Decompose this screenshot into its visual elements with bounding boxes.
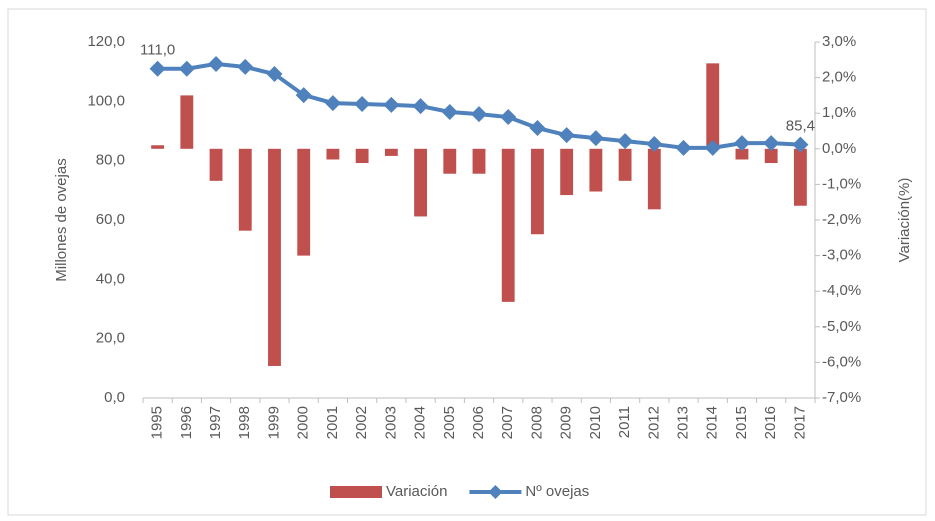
y-tick-label: 80,0 [96,152,125,169]
bar [472,148,486,174]
y2-tick-label: -2,0% [822,211,861,228]
y2-axis-label: Variación(%) [896,178,913,263]
x-tick-label: 2011 [616,406,633,438]
y2-tick-label: -4,0% [822,282,861,299]
x-tick-label: 2004 [412,406,429,439]
legend-label: Nº ovejas [525,483,589,500]
x-tick-label: 2003 [382,406,399,439]
marker [178,60,195,77]
y2-tick-label: -1,0% [822,175,861,192]
x-tick-label: 2002 [353,406,370,439]
marker [149,60,166,77]
marker [558,127,575,144]
chart-frame [7,8,927,516]
x-tick-label: 2006 [470,406,487,439]
x-tick-label: 1998 [236,406,253,439]
marker [617,133,634,150]
marker [295,87,312,104]
marker [441,104,458,121]
legend-marker [488,485,503,499]
marker [646,136,663,153]
bar [414,148,427,217]
x-tick-label: 1999 [265,406,282,439]
bar [501,148,515,302]
x-tick-label: 2010 [587,406,604,439]
x-tick-label: 2015 [733,406,750,439]
marker [587,130,604,147]
marker [733,135,750,152]
bar [326,148,340,160]
y2-tick-label: 1,0% [822,104,856,121]
y-tick-label: 40,0 [96,270,125,287]
x-tick-label: 2013 [674,406,691,439]
y-tick-label: 100,0 [87,92,125,109]
bar [560,148,574,196]
bar [735,148,749,160]
marker [792,136,809,153]
bar [209,148,223,181]
marker [529,120,546,137]
bar [531,148,544,235]
x-tick-label: 2017 [791,406,808,439]
bar [706,63,720,149]
bar [268,148,281,366]
x-tick-label: 2000 [295,406,312,439]
bar [443,148,457,174]
legend-label: Variación [386,483,447,500]
y-tick-label: 0,0 [104,389,125,406]
y2-tick-label: -6,0% [822,353,861,370]
legend-swatch [330,486,382,498]
data-label: 85,4 [786,118,815,135]
bar [355,148,369,164]
marker [354,96,371,113]
bar [793,148,807,206]
x-tick-label: 2009 [558,406,575,439]
bar [618,148,632,181]
marker [704,139,721,156]
x-tick-label: 1997 [207,406,224,439]
x-tick-label: 2001 [324,406,341,439]
marker [471,106,487,123]
bar [589,148,603,192]
bar [647,148,661,210]
x-tick-label: 2008 [528,406,545,439]
marker [763,135,780,152]
x-tick-label: 2016 [762,406,779,439]
bar [764,148,778,164]
x-tick-label: 2012 [645,406,662,439]
x-tick-label: 2005 [441,406,458,439]
bar [297,148,311,256]
y-tick-label: 60,0 [96,211,125,228]
marker [412,98,429,115]
y2-tick-label: 3,0% [822,33,856,50]
y-axis-label: Millones de ovejas [53,158,70,281]
y-tick-label: 120,0 [87,33,125,50]
x-tick-label: 1996 [178,406,195,439]
x-tick-label: 1995 [149,406,166,439]
marker [237,58,254,75]
bar [180,95,194,149]
marker [383,96,400,113]
data-label: 111,0 [140,42,175,59]
y2-tick-label: 2,0% [822,69,856,86]
bar [238,148,252,231]
y2-tick-label: -5,0% [822,318,861,335]
bar [384,148,398,156]
x-tick-label: 2007 [499,406,516,439]
x-tick-label: 2014 [704,406,721,439]
marker [324,95,341,112]
y2-tick-label: -3,0% [822,247,861,264]
y-tick-label: 20,0 [96,330,125,347]
bar [151,145,165,149]
marker [500,109,517,126]
marker [208,55,225,72]
y2-tick-label: 0,0% [822,140,856,157]
marker [266,66,283,83]
y2-tick-label: -7,0% [822,389,861,406]
marker [675,139,692,156]
